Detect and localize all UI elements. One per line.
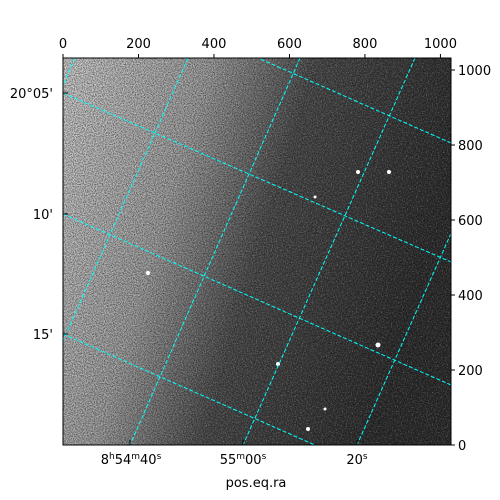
ra-label: 8h54m40s — [101, 452, 162, 468]
ra-value: 40 — [140, 453, 157, 468]
ra-value: 54 — [115, 453, 132, 468]
ra-unit: s — [363, 452, 368, 462]
ra-value: 8 — [101, 453, 109, 468]
ra-unit: s — [262, 452, 267, 462]
dec-label: 10' — [33, 208, 53, 223]
x-tick-label: 600 — [277, 37, 302, 52]
ra-unit: h — [109, 452, 115, 462]
world-ticks — [63, 92, 358, 445]
ra-value: 00 — [245, 453, 262, 468]
x-axis-label: pos.eq.ra — [226, 476, 287, 491]
dec-label: 20°05' — [10, 87, 53, 102]
ra-label: 55m00s — [220, 452, 267, 468]
ra-value: 55 — [220, 453, 237, 468]
y-tick-label: 800 — [458, 139, 483, 154]
y-tick-label: 0 — [458, 439, 466, 454]
y-tick-label: 600 — [458, 214, 483, 229]
x-tick-label: 400 — [202, 37, 227, 52]
sky-image — [63, 58, 451, 445]
frame — [62, 57, 452, 446]
x-tick-label: 0 — [59, 37, 67, 52]
ra-unit: m — [236, 452, 245, 462]
x-tick-label: 200 — [126, 37, 151, 52]
y-tick-label: 200 — [458, 364, 483, 379]
dec-label: 15' — [33, 328, 53, 343]
y-tick-label: 1000 — [458, 64, 491, 79]
y-tick-label: 400 — [458, 289, 483, 304]
ra-unit: s — [157, 452, 162, 462]
ra-label: 20s — [346, 452, 368, 468]
ra-value: 20 — [346, 453, 363, 468]
x-tick-label: 1000 — [424, 37, 457, 52]
ra-unit: m — [131, 452, 140, 462]
x-tick-label: 800 — [353, 37, 378, 52]
